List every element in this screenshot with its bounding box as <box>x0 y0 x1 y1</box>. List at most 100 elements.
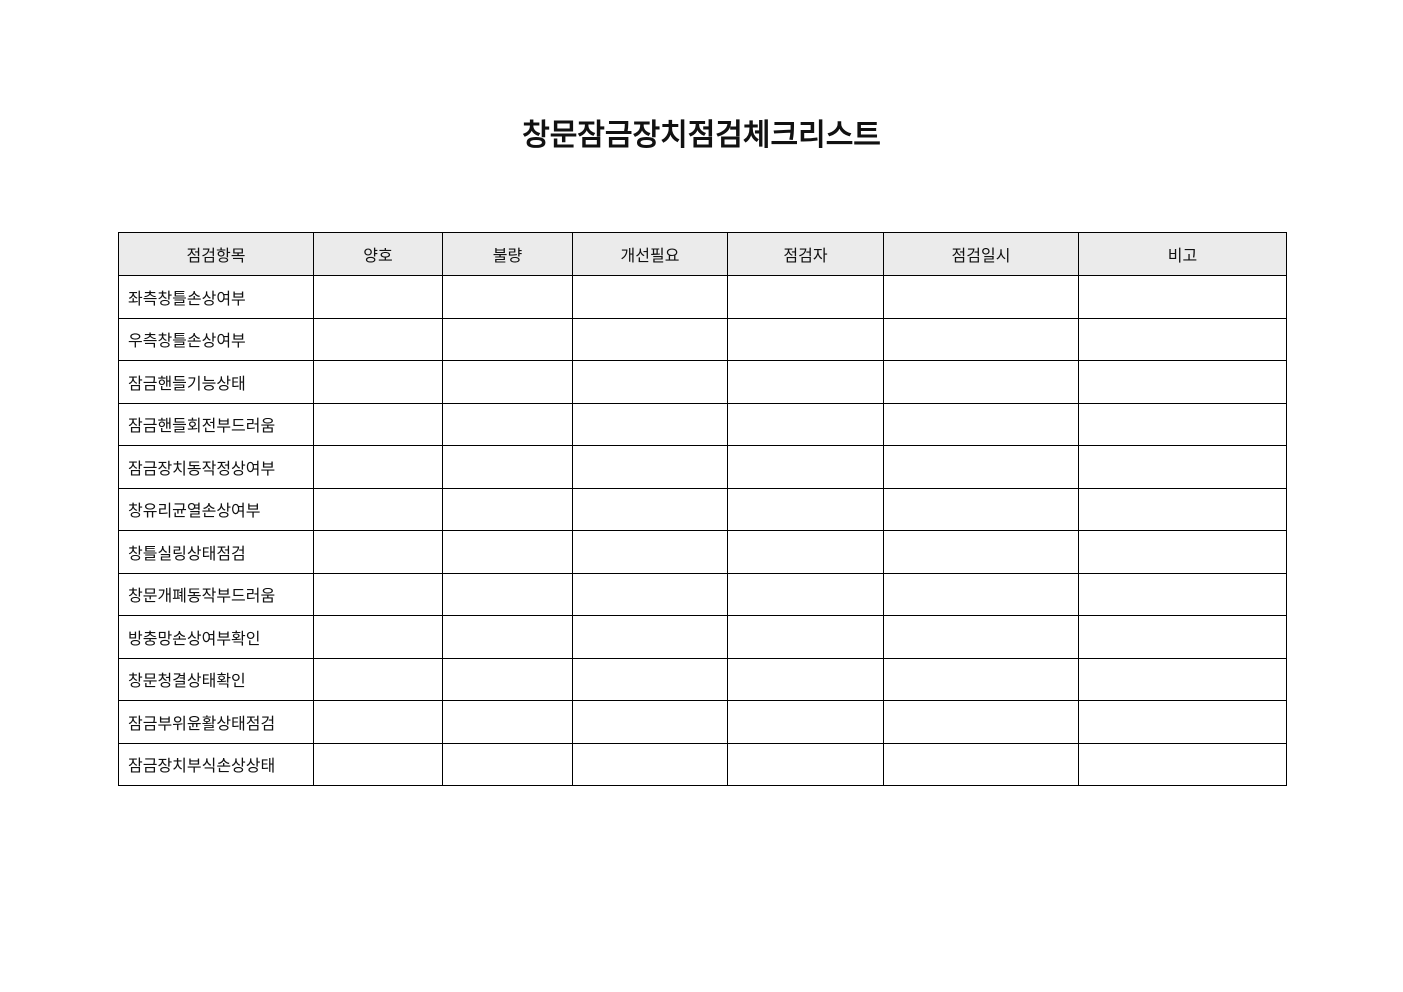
check-item-label: 좌측창틀손상여부 <box>118 275 314 319</box>
entry-cell[interactable] <box>1078 742 1287 786</box>
entry-cell[interactable] <box>572 317 728 361</box>
entry-cell[interactable] <box>572 657 728 701</box>
table-row: 우측창틀손상여부 <box>118 317 1287 361</box>
entry-cell[interactable] <box>1078 445 1287 489</box>
column-header: 점검자 <box>727 232 884 276</box>
entry-cell[interactable] <box>883 317 1079 361</box>
entry-cell[interactable] <box>313 445 443 489</box>
table-row: 잠금핸들기능상태 <box>118 360 1287 404</box>
check-item-label: 잠금부위윤활상태점검 <box>118 700 314 744</box>
column-header: 비고 <box>1078 232 1287 276</box>
entry-cell[interactable] <box>313 402 443 446</box>
entry-cell[interactable] <box>313 742 443 786</box>
table-row: 잠금장치부식손상상태 <box>118 742 1287 786</box>
entry-cell[interactable] <box>1078 700 1287 744</box>
entry-cell[interactable] <box>1078 317 1287 361</box>
entry-cell[interactable] <box>727 360 884 404</box>
entry-cell[interactable] <box>883 402 1079 446</box>
check-item-label: 잠금핸들회전부드러움 <box>118 402 314 446</box>
entry-cell[interactable] <box>572 742 728 786</box>
checklist-table: 점검항목 양호 불량 개선필요 점검자 점검일시 비고 좌측창틀손상여부 우측창틀손상여부 잠금… <box>118 232 1287 786</box>
entry-cell[interactable] <box>442 360 573 404</box>
entry-cell[interactable] <box>883 275 1079 319</box>
entry-cell[interactable] <box>572 615 728 659</box>
entry-cell[interactable] <box>1078 402 1287 446</box>
table-row: 잠금장치동작정상여부 <box>118 445 1287 489</box>
entry-cell[interactable] <box>727 657 884 701</box>
entry-cell[interactable] <box>1078 615 1287 659</box>
table-row: 방충망손상여부확인 <box>118 615 1287 659</box>
entry-cell[interactable] <box>1078 572 1287 616</box>
entry-cell[interactable] <box>727 615 884 659</box>
table-row: 잠금부위윤활상태점검 <box>118 700 1287 744</box>
table-row: 잠금핸들회전부드러움 <box>118 402 1287 446</box>
check-item-label: 창유리균열손상여부 <box>118 487 314 531</box>
entry-cell[interactable] <box>442 742 573 786</box>
entry-cell[interactable] <box>442 530 573 574</box>
entry-cell[interactable] <box>727 317 884 361</box>
entry-cell[interactable] <box>313 487 443 531</box>
entry-cell[interactable] <box>1078 360 1287 404</box>
check-item-label: 방충망손상여부확인 <box>118 615 314 659</box>
entry-cell[interactable] <box>442 615 573 659</box>
entry-cell[interactable] <box>727 275 884 319</box>
entry-cell[interactable] <box>883 572 1079 616</box>
entry-cell[interactable] <box>442 275 573 319</box>
entry-cell[interactable] <box>572 402 728 446</box>
entry-cell[interactable] <box>883 445 1079 489</box>
entry-cell[interactable] <box>442 657 573 701</box>
entry-cell[interactable] <box>313 530 443 574</box>
entry-cell[interactable] <box>727 487 884 531</box>
entry-cell[interactable] <box>883 487 1079 531</box>
entry-cell[interactable] <box>572 275 728 319</box>
entry-cell[interactable] <box>442 487 573 531</box>
entry-cell[interactable] <box>727 530 884 574</box>
entry-cell[interactable] <box>1078 275 1287 319</box>
entry-cell[interactable] <box>727 402 884 446</box>
column-header: 점검일시 <box>883 232 1079 276</box>
entry-cell[interactable] <box>883 360 1079 404</box>
entry-cell[interactable] <box>442 317 573 361</box>
table-row: 창틀실링상태점검 <box>118 530 1287 574</box>
entry-cell[interactable] <box>313 317 443 361</box>
entry-cell[interactable] <box>572 572 728 616</box>
column-header: 불량 <box>442 232 573 276</box>
entry-cell[interactable] <box>1078 657 1287 701</box>
entry-cell[interactable] <box>313 657 443 701</box>
entry-cell[interactable] <box>442 402 573 446</box>
check-item-label: 잠금장치동작정상여부 <box>118 445 314 489</box>
header-row: 점검항목 양호 불량 개선필요 점검자 점검일시 비고 <box>118 232 1287 276</box>
entry-cell[interactable] <box>313 360 443 404</box>
entry-cell[interactable] <box>442 700 573 744</box>
entry-cell[interactable] <box>313 572 443 616</box>
entry-cell[interactable] <box>1078 487 1287 531</box>
check-item-label: 창문청결상태확인 <box>118 657 314 701</box>
entry-cell[interactable] <box>442 445 573 489</box>
entry-cell[interactable] <box>727 742 884 786</box>
entry-cell[interactable] <box>572 487 728 531</box>
entry-cell[interactable] <box>727 700 884 744</box>
entry-cell[interactable] <box>572 445 728 489</box>
entry-cell[interactable] <box>883 742 1079 786</box>
entry-cell[interactable] <box>883 530 1079 574</box>
entry-cell[interactable] <box>442 572 573 616</box>
entry-cell[interactable] <box>727 445 884 489</box>
column-header: 개선필요 <box>572 232 728 276</box>
entry-cell[interactable] <box>313 275 443 319</box>
column-header: 양호 <box>313 232 443 276</box>
table-row: 좌측창틀손상여부 <box>118 275 1287 319</box>
entry-cell[interactable] <box>883 700 1079 744</box>
page-title: 창문잠금장치점검체크리스트 <box>522 118 881 153</box>
entry-cell[interactable] <box>1078 530 1287 574</box>
check-item-label: 창문개폐동작부드러움 <box>118 572 314 616</box>
check-item-label: 창틀실링상태점검 <box>118 530 314 574</box>
entry-cell[interactable] <box>572 530 728 574</box>
entry-cell[interactable] <box>727 572 884 616</box>
entry-cell[interactable] <box>883 615 1079 659</box>
check-item-label: 우측창틀손상여부 <box>118 317 314 361</box>
entry-cell[interactable] <box>572 700 728 744</box>
entry-cell[interactable] <box>313 615 443 659</box>
entry-cell[interactable] <box>883 657 1079 701</box>
entry-cell[interactable] <box>313 700 443 744</box>
entry-cell[interactable] <box>572 360 728 404</box>
